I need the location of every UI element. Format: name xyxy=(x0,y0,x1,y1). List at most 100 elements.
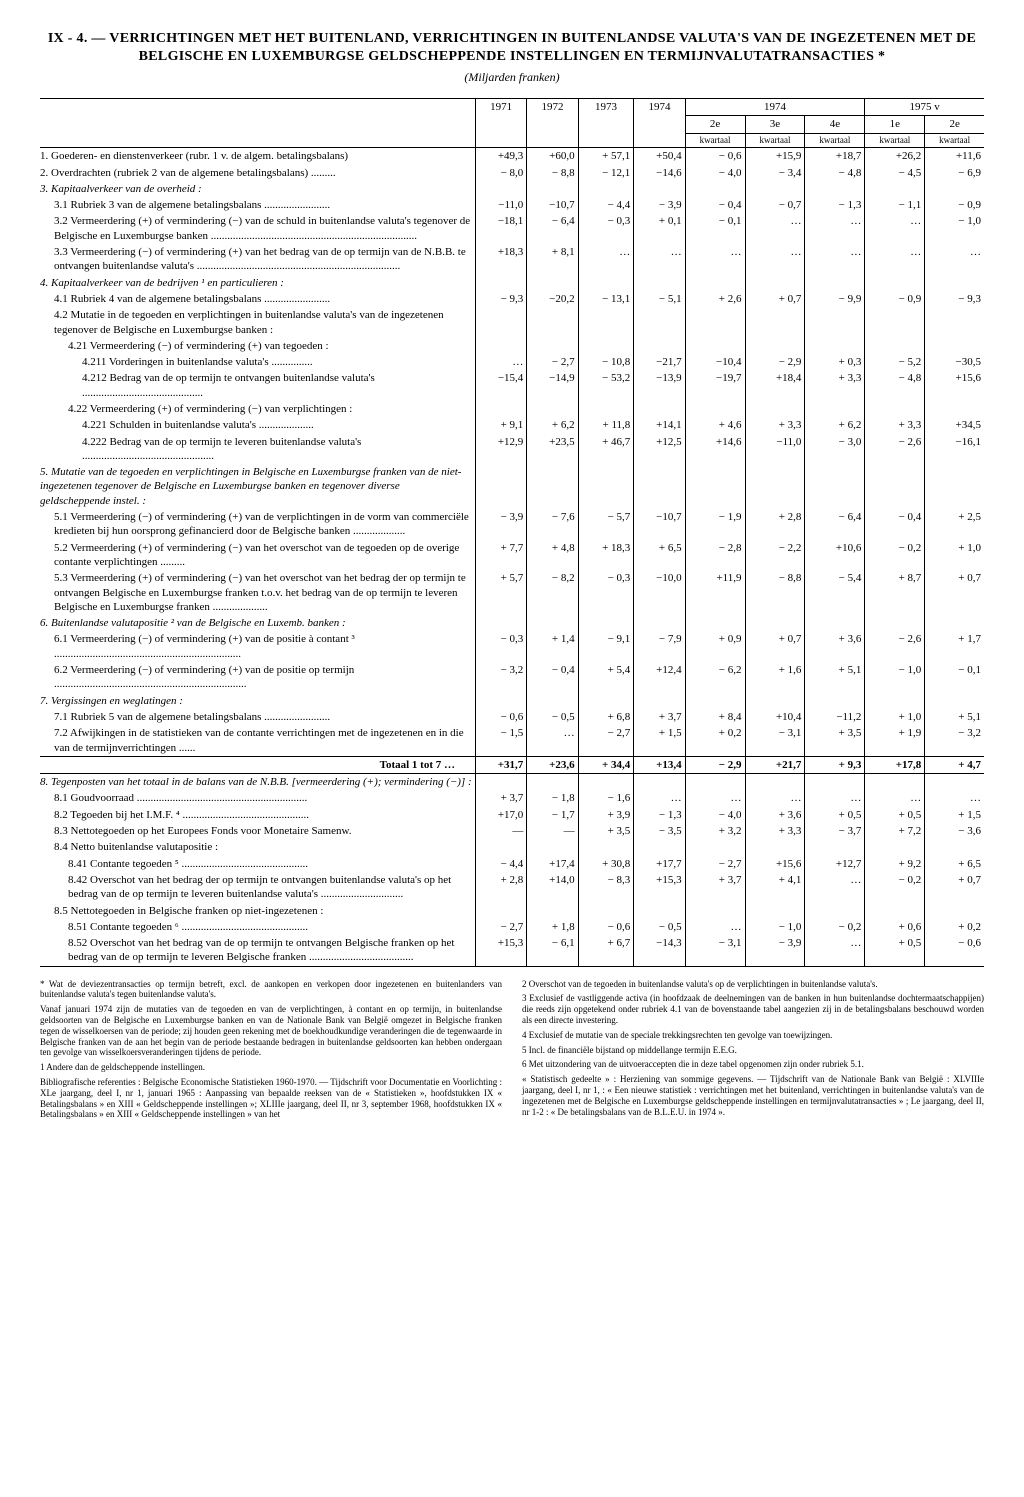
cell: + 34,4 xyxy=(578,756,634,773)
table-row: 5.1 Vermeerdering (−) of vermindering (+… xyxy=(40,509,984,540)
cell: + 3,5 xyxy=(578,823,634,839)
cell: … xyxy=(527,725,578,756)
cell xyxy=(685,307,745,338)
cell xyxy=(805,774,865,791)
cell xyxy=(578,401,634,417)
table-row: 4.222 Bedrag van de op termijn te levere… xyxy=(40,434,984,465)
cell: − 8,2 xyxy=(527,570,578,615)
table-row: 2. Overdrachten (rubriek 2 van de algeme… xyxy=(40,165,984,181)
cell xyxy=(578,181,634,197)
cell xyxy=(685,839,745,855)
cell: … xyxy=(805,213,865,244)
cell: … xyxy=(685,790,745,806)
cell: + 3,6 xyxy=(805,631,865,662)
table-row: 3.3 Vermeerdering (−) of vermindering (+… xyxy=(40,244,984,275)
cell: − 3,2 xyxy=(476,662,527,693)
cell: − 13,1 xyxy=(578,291,634,307)
page-unit: (Miljarden franken) xyxy=(40,70,984,86)
cell xyxy=(865,693,925,709)
cell: − 1,7 xyxy=(527,807,578,823)
cell: + 5,1 xyxy=(805,662,865,693)
cell: +13,4 xyxy=(634,756,685,773)
row-label: 7.2 Afwijkingen in de statistieken van d… xyxy=(40,725,476,756)
cell: − 0,7 xyxy=(745,197,805,213)
row-label: Totaal 1 tot 7 … xyxy=(40,756,476,773)
col-1972: 1972 xyxy=(527,98,578,147)
cell: − 3,6 xyxy=(925,823,984,839)
cell: −16,1 xyxy=(925,434,984,465)
cell: +60,0 xyxy=(527,148,578,165)
cell xyxy=(745,307,805,338)
cell xyxy=(527,338,578,354)
cell: − 3,1 xyxy=(745,725,805,756)
cell: − 2,2 xyxy=(745,540,805,571)
cell xyxy=(925,275,984,291)
cell xyxy=(634,615,685,631)
cell xyxy=(685,464,745,509)
cell: − 1,0 xyxy=(745,919,805,935)
cell: −18,1 xyxy=(476,213,527,244)
cell: − 0,6 xyxy=(925,935,984,966)
cell xyxy=(745,839,805,855)
cell xyxy=(476,181,527,197)
cell xyxy=(865,615,925,631)
cell: … xyxy=(805,872,865,903)
data-table: 1971 1972 1973 1974 1974 1975 v 2e 3e 4e… xyxy=(40,98,984,967)
cell xyxy=(925,401,984,417)
cell: −10,7 xyxy=(527,197,578,213)
cell: −11,0 xyxy=(476,197,527,213)
cell: + 3,3 xyxy=(745,823,805,839)
cell: −11,0 xyxy=(745,434,805,465)
cell: − 0,2 xyxy=(805,919,865,935)
cell: … xyxy=(925,790,984,806)
cell: − 6,1 xyxy=(527,935,578,966)
table-row: 4.22 Vermeerdering (+) of vermindering (… xyxy=(40,401,984,417)
cell: … xyxy=(578,244,634,275)
cell: − 0,1 xyxy=(925,662,984,693)
cell: +14,1 xyxy=(634,417,685,433)
col-group-1975: 1975 v xyxy=(865,98,984,115)
cell: − 0,6 xyxy=(476,709,527,725)
cell: + 0,9 xyxy=(685,631,745,662)
cell: + 0,1 xyxy=(634,213,685,244)
cell xyxy=(865,275,925,291)
table-row: 4.2 Mutatie in de tegoeden en verplichti… xyxy=(40,307,984,338)
col-group-1974: 1974 xyxy=(685,98,865,115)
cell: − 9,9 xyxy=(805,291,865,307)
cell: −21,7 xyxy=(634,354,685,370)
cell: +26,2 xyxy=(865,148,925,165)
cell: … xyxy=(925,244,984,275)
cell xyxy=(476,903,527,919)
cell xyxy=(476,839,527,855)
kw-label: kwartaal xyxy=(805,133,865,148)
cell: − 2,9 xyxy=(685,756,745,773)
cell: + 0,6 xyxy=(865,919,925,935)
cell: +10,4 xyxy=(745,709,805,725)
cell xyxy=(865,774,925,791)
cell: +17,7 xyxy=(634,856,685,872)
cell xyxy=(634,839,685,855)
row-label: 3.2 Vermeerdering (+) of vermindering (−… xyxy=(40,213,476,244)
cell xyxy=(634,338,685,354)
cell: − 3,2 xyxy=(925,725,984,756)
row-label: 4.221 Schulden in buitenlandse valuta's … xyxy=(40,417,476,433)
cell: +11,9 xyxy=(685,570,745,615)
cell: − 0,9 xyxy=(925,197,984,213)
cell: + 3,3 xyxy=(805,370,865,401)
row-label: 3. Kapitaalverkeer van de overheid : xyxy=(40,181,476,197)
row-label: 4. Kapitaalverkeer van de bedrijven ¹ en… xyxy=(40,275,476,291)
row-label: 8.1 Goudvoorraad .......................… xyxy=(40,790,476,806)
col-1974: 1974 xyxy=(634,98,685,147)
cell: − 5,4 xyxy=(805,570,865,615)
row-label: 5.3 Vermeerdering (+) of vermindering (−… xyxy=(40,570,476,615)
cell: − 8,8 xyxy=(745,570,805,615)
row-label: 1. Goederen- en dienstenverkeer (rubr. 1… xyxy=(40,148,476,165)
cell xyxy=(634,774,685,791)
cell xyxy=(527,464,578,509)
cell xyxy=(527,774,578,791)
cell xyxy=(925,693,984,709)
cell xyxy=(634,275,685,291)
cell: + 6,2 xyxy=(527,417,578,433)
cell: + 0,3 xyxy=(805,354,865,370)
table-row: 1. Goederen- en dienstenverkeer (rubr. 1… xyxy=(40,148,984,165)
